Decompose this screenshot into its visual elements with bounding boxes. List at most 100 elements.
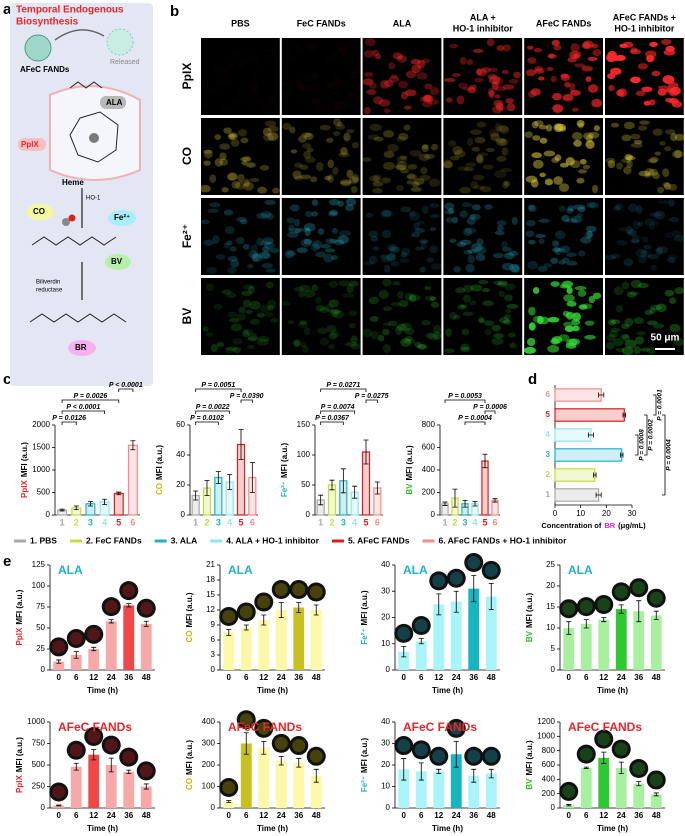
- cell: [269, 78, 279, 83]
- cell: [404, 292, 414, 301]
- cell: [501, 241, 508, 249]
- pathway-diagram: Temporal Endogenous Biosynthesis AFeC FA…: [10, 3, 153, 386]
- label: CO: [33, 207, 45, 216]
- cell: [248, 56, 259, 61]
- thumbnail-frame: [594, 595, 614, 614]
- thumbnail-frame: [119, 581, 139, 601]
- x-tick-label: 36: [294, 811, 303, 820]
- bar: [127, 444, 138, 516]
- cell: [338, 152, 350, 158]
- cell: [267, 299, 277, 309]
- cell: [390, 301, 403, 307]
- y-tick-label: 6: [211, 635, 216, 644]
- cell: [639, 120, 650, 125]
- cell: [284, 249, 295, 259]
- error-bar: [215, 471, 221, 484]
- cell: [296, 247, 308, 253]
- significance-bracket: [240, 399, 253, 403]
- cell: [247, 336, 259, 341]
- x-tick-label: 30: [628, 509, 637, 518]
- cell: [267, 132, 279, 141]
- cell: [567, 205, 575, 212]
- cell: [531, 152, 543, 159]
- y-tick-label: 25: [36, 644, 45, 653]
- cell: [631, 234, 640, 244]
- thumbnail: [576, 597, 596, 617]
- cell: [205, 331, 214, 337]
- cell: [300, 238, 312, 248]
- cell: [293, 286, 305, 292]
- chart-title: AFeC FANDs: [403, 720, 477, 734]
- cell: [496, 45, 505, 52]
- error-bar: [56, 804, 62, 807]
- cell: [498, 105, 506, 111]
- x-axis-label: Time (h): [432, 824, 463, 833]
- cell: [364, 37, 376, 47]
- cell: [424, 83, 433, 90]
- cell: [674, 133, 685, 141]
- cell: [368, 82, 378, 89]
- cell: [630, 239, 640, 244]
- cell: [565, 207, 574, 214]
- cell: [550, 281, 560, 287]
- cell: [383, 130, 395, 138]
- cell: [382, 229, 392, 239]
- cell: [612, 338, 624, 347]
- cell: [550, 338, 560, 345]
- cell: [559, 205, 566, 212]
- micrograph: [281, 118, 361, 195]
- cell: [469, 84, 477, 90]
- cell: [480, 186, 492, 193]
- cell: [647, 346, 656, 355]
- cell: [372, 181, 384, 187]
- cell: [478, 318, 486, 323]
- cell: [498, 290, 505, 298]
- cell: [396, 54, 408, 63]
- cell: [665, 129, 676, 135]
- x-tick-label: 12: [599, 811, 608, 820]
- thumbnail-frame: [594, 729, 614, 749]
- cell: [674, 287, 685, 295]
- cell: [383, 306, 393, 311]
- thumbnail: [236, 710, 256, 730]
- cell: [256, 338, 269, 346]
- thumbnail: [559, 599, 579, 619]
- cell: [245, 309, 253, 314]
- bar: [223, 801, 235, 808]
- cell: [617, 88, 627, 98]
- x-tick-label: 36: [294, 673, 303, 682]
- micrograph-background: [443, 278, 523, 355]
- error-bar: [226, 800, 232, 804]
- nanoparticle-released: [106, 28, 134, 56]
- cell: [302, 143, 312, 149]
- cell: [659, 141, 666, 146]
- cell: [476, 68, 487, 77]
- cell: [382, 322, 392, 327]
- p-value: P = 0.0008: [639, 429, 646, 461]
- cell: [559, 245, 571, 254]
- cell: [317, 108, 323, 114]
- cell: [494, 230, 505, 236]
- cell: [399, 258, 410, 263]
- x-tick-label: 6: [74, 673, 79, 682]
- cell: [381, 209, 392, 218]
- cell: [478, 280, 489, 285]
- thumbnail-signal: [579, 600, 593, 614]
- cell: [215, 254, 226, 260]
- x-tick-label: 0: [402, 673, 407, 682]
- cell: [637, 282, 649, 289]
- cell: [333, 310, 345, 319]
- cell: [404, 327, 415, 335]
- label: HO-1: [86, 196, 101, 202]
- cell: [481, 287, 490, 293]
- significance-bracket: [61, 399, 120, 403]
- x-tick-label: 0: [227, 811, 232, 820]
- cell: [223, 209, 234, 216]
- cell: [534, 68, 545, 74]
- cell: [504, 294, 513, 302]
- thumbnail: [576, 744, 596, 764]
- cell: [460, 343, 470, 351]
- cell: [613, 205, 621, 211]
- micrograph-background: [281, 198, 361, 275]
- cell: [248, 250, 259, 259]
